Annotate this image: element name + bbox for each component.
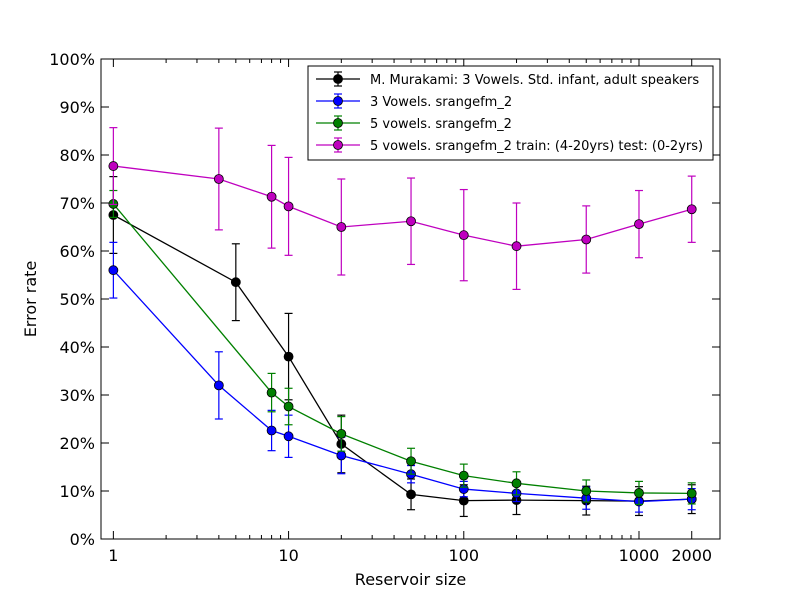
- data-point: [686, 488, 697, 499]
- data-point: [266, 387, 277, 398]
- y-tick-label: 90%: [59, 98, 95, 117]
- x-tick-label: 1: [108, 546, 118, 565]
- y-tick-label: 20%: [59, 434, 95, 453]
- y-tick-label: 60%: [59, 242, 95, 261]
- y-tick-label: 30%: [59, 386, 95, 405]
- data-point: [581, 234, 592, 245]
- legend-label: 5 vowels. srangefm_2: [370, 117, 512, 132]
- legend-label: 5 vowels. srangefm_2 train: (4-20yrs) te…: [370, 139, 703, 154]
- data-point: [283, 401, 294, 412]
- data-point: [283, 351, 294, 362]
- data-point: [213, 174, 224, 184]
- series-line: [113, 214, 692, 502]
- data-point: [336, 222, 347, 232]
- legend-box: [307, 65, 714, 161]
- x-tick-label: 1000: [619, 546, 660, 565]
- legend-marker: [333, 118, 343, 128]
- data-point: [634, 219, 644, 230]
- y-tick-label: 0%: [70, 530, 95, 549]
- data-point: [108, 265, 119, 276]
- y-tick-label: 40%: [59, 338, 95, 357]
- data-point: [458, 470, 469, 481]
- data-point: [458, 495, 469, 506]
- x-tick-label: 2000: [671, 546, 712, 565]
- y-tick-labels: 0% 10% 20% 30% 40% 50% 60% 70% 80% 90% 100%: [49, 50, 95, 549]
- series-line: [112, 203, 692, 495]
- y-axis-label: Error rate: [21, 261, 40, 338]
- x-tick-labels: 1 10 100 1000 2000: [108, 546, 712, 565]
- data-point: [581, 486, 592, 496]
- data-point: [686, 204, 697, 215]
- data-point: [283, 431, 294, 442]
- data-point: [108, 161, 119, 171]
- data-point: [634, 488, 644, 498]
- data-point: [230, 277, 241, 288]
- x-tick-label: 100: [449, 546, 480, 565]
- data-point: [406, 216, 416, 227]
- data-point: [511, 241, 522, 252]
- legend-marker: [333, 74, 343, 84]
- data-point: [406, 489, 416, 500]
- y-tick-label: 80%: [59, 146, 95, 165]
- data-point: [283, 201, 294, 212]
- series-4: [108, 127, 697, 290]
- y-tick-label: 10%: [59, 482, 95, 501]
- data-point: [213, 380, 224, 391]
- y-tick-label: 70%: [59, 194, 95, 213]
- plot-series: [108, 127, 697, 518]
- data-point: [511, 478, 522, 489]
- y-tick-label: 50%: [59, 290, 95, 309]
- axis-ticks: [101, 58, 720, 540]
- data-point: [458, 230, 469, 241]
- x-tick-label: 10: [278, 546, 298, 565]
- plot-frame: [100, 58, 721, 540]
- data-point: [406, 456, 416, 467]
- data-point: [266, 191, 277, 202]
- legend-label: M. Murakami: 3 Vowels. Std. infant, adul…: [370, 73, 699, 88]
- x-axis-label: Reservoir size: [355, 570, 466, 589]
- y-tick-label: 100%: [49, 50, 95, 69]
- data-point: [336, 450, 347, 461]
- legend-label: 3 Vowels. srangefm_2: [370, 95, 512, 110]
- legend-marker: [333, 140, 343, 150]
- legend: M. Murakami: 3 Vowels. Std. infant, adul…: [307, 65, 714, 161]
- legend-marker: [333, 96, 343, 106]
- data-point: [336, 428, 347, 439]
- series-3: [108, 189, 697, 506]
- data-point: [266, 425, 277, 436]
